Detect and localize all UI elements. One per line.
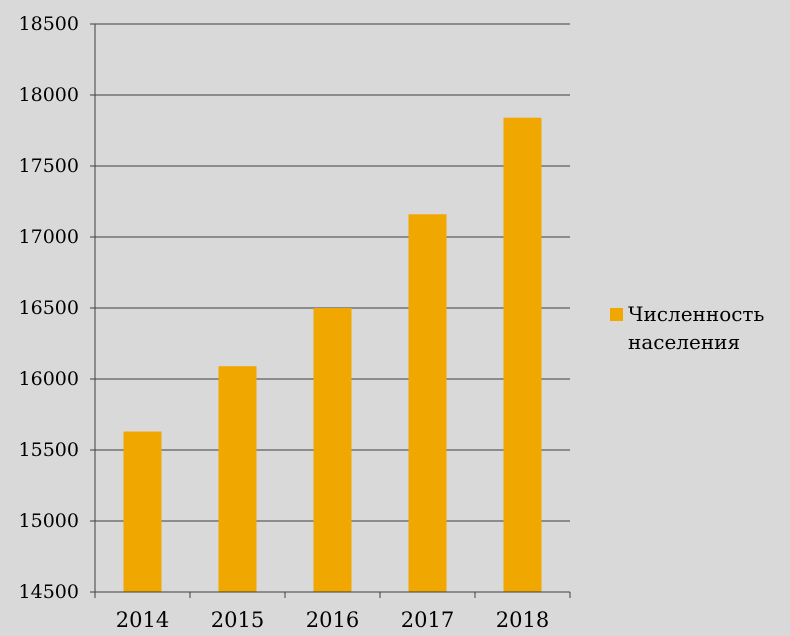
y-tick-label: 17000 (19, 226, 79, 248)
y-tick-label: 17500 (19, 155, 79, 177)
bar-2016 (313, 308, 352, 592)
bar-2015 (218, 366, 257, 592)
bars (123, 117, 542, 592)
bar-2014 (123, 431, 162, 592)
x-tick-label: 2018 (496, 608, 549, 632)
y-tick-label: 16500 (19, 297, 79, 319)
x-tick-label: 2015 (211, 608, 264, 632)
y-tick-label: 16000 (19, 368, 79, 390)
bar-2017 (408, 214, 447, 592)
x-tick-label: 2016 (306, 608, 359, 632)
legend-label-line2: населения (628, 330, 741, 354)
axes (90, 23, 571, 598)
y-tick-label: 18000 (19, 84, 79, 106)
y-tick-label: 18500 (19, 13, 79, 35)
x-tick-label: 2017 (401, 608, 454, 632)
x-tick-labels: 2014 2015 2016 2017 2018 (116, 608, 549, 632)
x-tick-label: 2014 (116, 608, 169, 632)
y-tick-label: 15000 (19, 510, 79, 532)
y-tick-labels: 14500 15000 15500 16000 16500 17000 17500 18000… (19, 13, 79, 603)
bar-2018 (503, 117, 542, 592)
legend-label: Численность населения (628, 300, 790, 356)
y-tick-label: 15500 (19, 439, 79, 461)
legend-swatch (610, 308, 623, 321)
legend-label-line1: Численность (628, 302, 765, 326)
y-tick-label: 14500 (19, 581, 79, 603)
